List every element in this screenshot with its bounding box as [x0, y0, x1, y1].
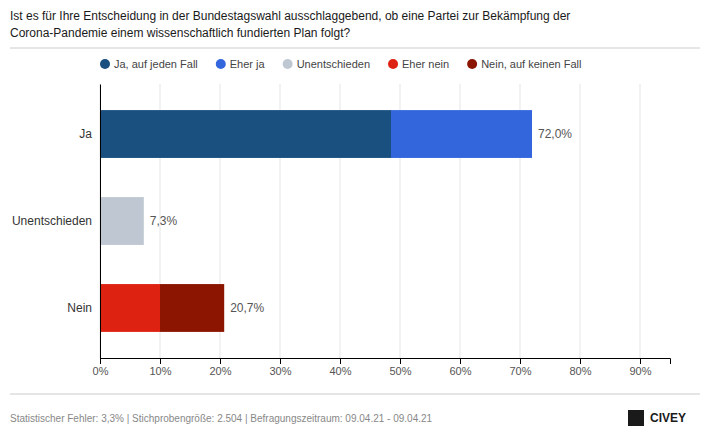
plot-area: 72,0% 7,3% 20,7% 0% 10% 20% 30% 40% 50% 60% 70% 80%… — [12, 84, 671, 377]
legend-item: Eher nein — [388, 58, 449, 70]
bars — [100, 110, 532, 332]
data-label: 7,3% — [150, 214, 178, 228]
x-tick-label: 80% — [569, 365, 591, 377]
bar — [391, 110, 532, 158]
legend-swatch — [283, 59, 293, 69]
x-tick-mark — [640, 358, 641, 364]
bar — [100, 110, 391, 158]
x-tick-label: 30% — [269, 365, 291, 377]
separator — [10, 48, 700, 49]
series — [391, 110, 532, 158]
x-tick-mark — [580, 358, 581, 364]
x-tick-mark — [100, 358, 101, 364]
total-labels: 72,0% 7,3% 20,7% — [150, 127, 573, 315]
x-axis: 0% 10% 20% 30% 40% 50% 60% 70% 80% 90% — [93, 358, 671, 377]
y-axis-line — [100, 85, 101, 359]
x-tick-label: 70% — [509, 365, 531, 377]
series — [160, 284, 224, 332]
legend-swatch — [388, 59, 398, 69]
grid-line — [640, 84, 641, 358]
y-tick-label: Unentschieden — [12, 214, 92, 228]
x-tick: 30% — [269, 358, 291, 377]
x-tick: 0% — [93, 358, 109, 377]
bar — [532, 110, 533, 158]
y-tick: Unentschieden — [12, 214, 100, 228]
x-tick-mark — [160, 358, 161, 364]
y-tick-label: Nein — [67, 301, 92, 315]
x-tick: 40% — [329, 358, 351, 377]
legend-swatch — [216, 59, 226, 69]
legend-label: Eher nein — [402, 58, 449, 70]
separator — [10, 394, 700, 395]
grid-line — [100, 84, 101, 358]
x-tick-label: 50% — [389, 365, 411, 377]
x-tick-mark — [460, 358, 461, 364]
legend-item: Unentschieden — [283, 58, 370, 70]
x-tick-mark — [400, 358, 401, 364]
x-axis-line — [101, 359, 671, 365]
bar — [532, 110, 533, 158]
x-tick: 20% — [209, 358, 231, 377]
x-tick: 50% — [389, 358, 411, 377]
x-tick-label: 40% — [329, 365, 351, 377]
legend-item: Nein, auf keinen Fall — [467, 58, 581, 70]
y-tick-label: Ja — [79, 127, 92, 141]
series — [100, 284, 160, 332]
y-axis: Ja Unentschieden Nein — [12, 85, 101, 359]
legend-swatch — [100, 59, 110, 69]
bar — [143, 197, 144, 245]
series — [100, 197, 144, 245]
x-tick-label: 0% — [93, 365, 109, 377]
x-tick-label: 90% — [629, 365, 651, 377]
x-tick-mark — [220, 358, 221, 364]
title: Ist es für Ihre Entscheidung in der Bund… — [10, 9, 570, 23]
legend-label: Ja, auf jeden Fall — [114, 58, 198, 70]
x-tick-label: 10% — [149, 365, 171, 377]
legend-label: Unentschieden — [297, 58, 370, 70]
legend: Ja, auf jeden Fall Eher ja Unentschieden Eh… — [100, 58, 581, 70]
x-tick: 90% — [629, 358, 651, 377]
x-tick-mark — [280, 358, 281, 364]
legend-swatch — [467, 59, 477, 69]
grid — [100, 84, 640, 358]
grid-line — [580, 84, 581, 358]
legend-item: Ja, auf jeden Fall — [100, 58, 198, 70]
chart: Ist es für Ihre Entscheidung in der Bund… — [0, 0, 710, 444]
y-tick: Ja — [79, 127, 100, 141]
subtitle: Corona-Pandemie einem wissenschaftlich f… — [10, 26, 351, 40]
data-label: 72,0% — [538, 127, 572, 141]
legend-item: Eher ja — [216, 58, 266, 70]
footer: Statistischer Fehler: 3,3% | Stichproben… — [10, 413, 433, 424]
y-tick: Nein — [67, 301, 100, 315]
data-label: 20,7% — [230, 301, 264, 315]
x-tick-mark — [340, 358, 341, 364]
bar — [160, 284, 224, 332]
x-tick: 60% — [449, 358, 471, 377]
x-tick: 10% — [149, 358, 171, 377]
logo-square — [628, 410, 644, 426]
x-tick-label: 60% — [449, 365, 471, 377]
legend-label: Nein, auf keinen Fall — [481, 58, 581, 70]
bar — [143, 197, 144, 245]
x-tick-label: 20% — [209, 365, 231, 377]
x-tick-mark — [520, 358, 521, 364]
bar — [100, 197, 144, 245]
x-tick: 70% — [509, 358, 531, 377]
legend-label: Eher ja — [230, 58, 266, 70]
logo-text: CIVEY — [650, 411, 686, 425]
x-tick: 80% — [569, 358, 591, 377]
bar — [532, 110, 533, 158]
series — [100, 110, 391, 158]
bar — [100, 284, 160, 332]
